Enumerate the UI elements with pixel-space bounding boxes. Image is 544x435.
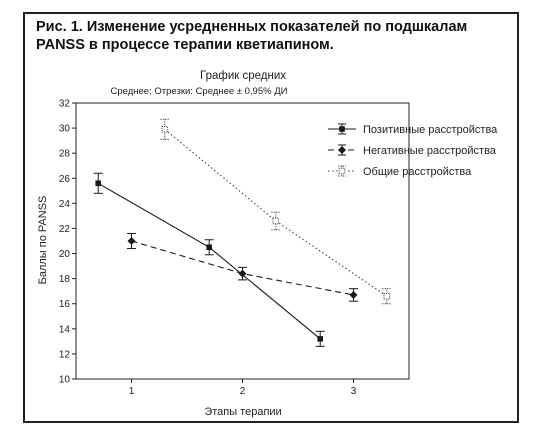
series-3 <box>160 118 392 305</box>
plot-marks <box>93 118 392 347</box>
legend-marker <box>338 167 346 175</box>
y-tick-label: 22 <box>59 224 71 235</box>
chart-title: График средних <box>200 70 286 82</box>
series-2 <box>127 232 358 302</box>
x-tick-label: 3 <box>351 386 357 397</box>
data-point <box>238 269 247 278</box>
y-tick-label: 20 <box>59 249 71 260</box>
y-axis-label: Баллы по PANSS <box>37 196 49 285</box>
legend-item-2: Негативные расстройства <box>328 144 497 157</box>
x-tick-label: 2 <box>240 386 246 397</box>
legend-item-1: Позитивные расстройства <box>328 123 498 136</box>
series-1 <box>93 172 325 347</box>
data-point <box>349 290 358 299</box>
legend-label: Негативные расстройства <box>363 145 497 157</box>
data-point <box>317 336 323 342</box>
figure-frame <box>23 12 519 423</box>
data-point <box>383 292 391 300</box>
y-tick-label: 10 <box>59 375 71 386</box>
x-axis-label: Этапы терапии <box>204 406 281 418</box>
y-tick-label: 16 <box>59 299 71 310</box>
y-tick-label: 18 <box>59 274 71 285</box>
y-tick-label: 12 <box>59 349 71 360</box>
series-line <box>164 128 388 297</box>
figure-caption-line-1: Рис. 1. Изменение усредненных показателе… <box>36 19 468 35</box>
figure-caption-line-2: PANSS в процессе терапии кветиапином. <box>36 37 334 53</box>
data-point <box>95 180 101 187</box>
legend-marker <box>338 146 346 154</box>
y-tick-label: 28 <box>59 149 71 160</box>
error-bar <box>271 211 281 231</box>
legend-label: Общие расстройства <box>363 166 472 178</box>
x-tick-label: 1 <box>129 386 135 397</box>
legend-label: Позитивные расстройства <box>363 124 498 136</box>
y-tick-label: 14 <box>59 324 71 335</box>
figure-caption: Рис. 1. Изменение усредненных показателе… <box>36 18 506 54</box>
y-tick-label: 30 <box>59 124 71 135</box>
y-tick-label: 26 <box>59 174 71 185</box>
chart-subtitle: Среднее; Отрезки: Среднее ± 0,95% ДИ <box>111 86 288 97</box>
data-point <box>272 217 280 225</box>
y-tick-label: 24 <box>59 199 71 210</box>
legend-marker <box>339 126 345 132</box>
plot-area <box>75 102 410 380</box>
series-line <box>97 182 321 340</box>
data-point <box>161 126 169 133</box>
data-point <box>206 244 212 251</box>
data-point <box>127 237 136 245</box>
legend: Позитивные расстройства Негативные расстр… <box>328 123 498 178</box>
legend-item-3: Общие расстройства <box>328 165 472 178</box>
y-tick-label: 32 <box>59 99 71 110</box>
